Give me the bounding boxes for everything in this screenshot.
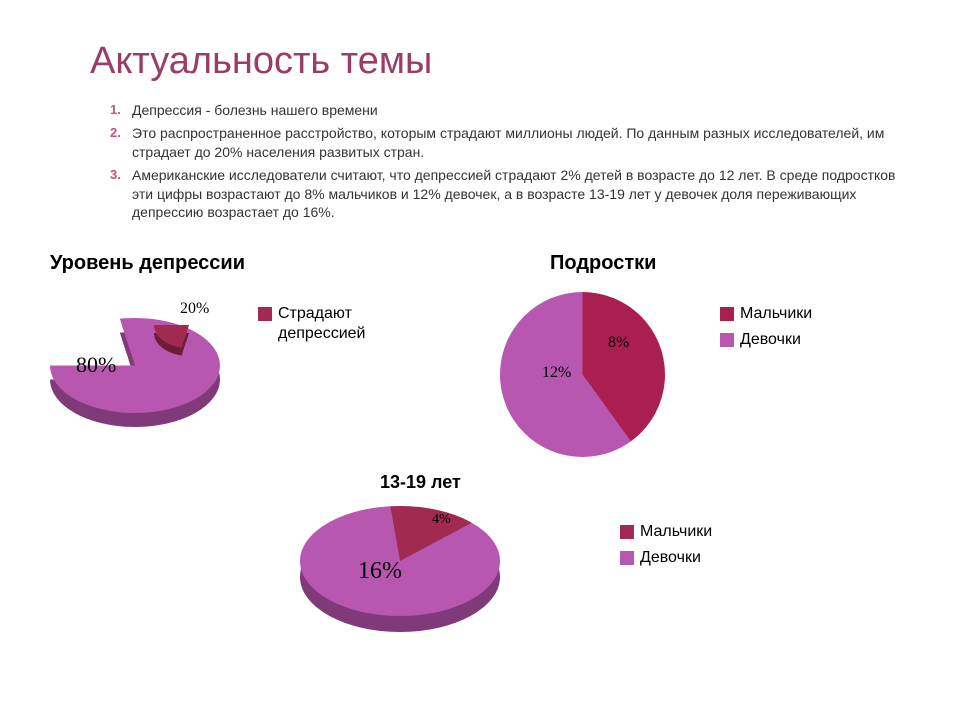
legend-item: Мальчики — [720, 304, 812, 323]
chart2-label-12: 12% — [542, 364, 571, 382]
slide: Актуальность темы Депрессия - болезнь на… — [0, 0, 960, 720]
chart3-label-16: 16% — [358, 558, 402, 585]
chart1-title: Уровень депрессии — [50, 252, 245, 275]
legend-text: Мальчики — [740, 304, 812, 323]
legend-text: Страдают депрессией — [278, 304, 368, 342]
chart3-label-4: 4% — [432, 512, 451, 528]
chart1-label-20: 20% — [180, 300, 209, 318]
legend-text: Мальчики — [640, 522, 712, 541]
bullet-list: Депрессия - болезнь нашего времени Это р… — [110, 101, 900, 222]
chart3-legend: Мальчики Девочки — [620, 522, 712, 572]
legend-text: Девочки — [740, 330, 801, 349]
legend-swatch — [258, 307, 272, 321]
page-title: Актуальность темы — [90, 40, 900, 83]
chart1: 80% 20% — [50, 302, 250, 442]
legend-item: Девочки — [620, 548, 712, 567]
chart2-title: Подростки — [550, 252, 656, 275]
list-item: Депрессия - болезнь нашего времени — [110, 101, 900, 120]
chart2-label-8: 8% — [608, 334, 629, 352]
legend-swatch — [720, 307, 734, 321]
list-item: Американские исследователи считают, что … — [110, 166, 900, 223]
chart1-label-80: 80% — [76, 352, 116, 378]
chart3-title: 13-19 лет — [380, 472, 461, 493]
chart1-legend: Страдают депрессией — [258, 304, 368, 348]
legend-swatch — [720, 333, 734, 347]
chart2: 12% 8% — [500, 292, 670, 462]
legend-text: Девочки — [640, 548, 701, 567]
chart-area: Уровень депрессии 80% 20% Страдают депре… — [80, 242, 900, 662]
legend-swatch — [620, 525, 634, 539]
legend-swatch — [620, 551, 634, 565]
legend-item: Страдают депрессией — [258, 304, 368, 342]
legend-item: Мальчики — [620, 522, 712, 541]
list-item: Это распространенное расстройство, котор… — [110, 124, 900, 162]
chart3: 16% 4% — [300, 502, 510, 642]
legend-item: Девочки — [720, 330, 812, 349]
chart2-legend: Мальчики Девочки — [720, 304, 812, 354]
